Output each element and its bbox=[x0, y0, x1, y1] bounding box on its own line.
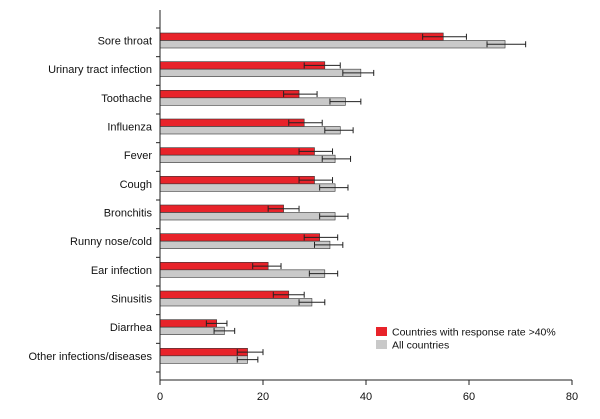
x-tick-label-1: 20 bbox=[257, 391, 269, 403]
category-label-2: Toothache bbox=[101, 93, 152, 105]
category-label-6: Bronchitis bbox=[104, 208, 153, 220]
bars-layer bbox=[159, 32, 506, 364]
bar-red-7 bbox=[159, 233, 320, 242]
category-label-5: Cough bbox=[120, 179, 152, 191]
bar-red-2 bbox=[159, 90, 300, 99]
category-label-7: Runny nose/cold bbox=[70, 236, 152, 248]
bar-gray-8 bbox=[159, 269, 326, 278]
bar-gray-5 bbox=[159, 183, 336, 192]
x-tick-label-2: 40 bbox=[360, 391, 372, 403]
legend-label-red: Countries with response rate >40% bbox=[392, 327, 556, 339]
bar-gray-3 bbox=[159, 126, 341, 135]
legend: Countries with response rate >40% All co… bbox=[376, 327, 556, 352]
x-tick-label-3: 60 bbox=[463, 391, 475, 403]
x-tick-label-4: 80 bbox=[566, 391, 578, 403]
category-label-1: Urinary tract infection bbox=[48, 64, 152, 76]
bar-gray-6 bbox=[159, 212, 336, 221]
category-label-3: Influenza bbox=[107, 122, 153, 134]
legend-label-gray: All countries bbox=[392, 340, 449, 352]
bar-gray-7 bbox=[159, 240, 331, 249]
bar-red-9 bbox=[159, 290, 290, 299]
category-label-11: Other infections/diseases bbox=[28, 351, 152, 363]
bar-red-3 bbox=[159, 118, 305, 127]
category-label-0: Sore throat bbox=[98, 36, 152, 48]
category-labels-layer: Sore throat Urinary tract infection Tootha… bbox=[28, 36, 152, 363]
bar-gray-9 bbox=[159, 298, 313, 307]
category-label-4: Fever bbox=[124, 150, 152, 162]
x-ticks-layer: 0 20 40 60 80 bbox=[156, 27, 578, 403]
category-label-10: Diarrhea bbox=[110, 322, 153, 334]
legend-swatch-gray bbox=[376, 340, 387, 349]
error-bars-layer bbox=[205, 33, 527, 363]
bar-red-0 bbox=[159, 32, 444, 41]
bar-red-1 bbox=[159, 61, 326, 70]
legend-swatch-red bbox=[376, 327, 387, 336]
bar-red-8 bbox=[159, 262, 269, 271]
bar-gray-11 bbox=[159, 355, 248, 364]
category-label-9: Sinusitis bbox=[111, 294, 152, 306]
category-label-8: Ear infection bbox=[91, 265, 152, 277]
bar-red-5 bbox=[159, 176, 315, 185]
bar-red-6 bbox=[159, 204, 284, 213]
bar-gray-0 bbox=[159, 40, 506, 49]
bar-red-11 bbox=[159, 348, 248, 357]
bar-red-4 bbox=[159, 147, 315, 156]
bar-gray-4 bbox=[159, 154, 336, 163]
bar-gray-2 bbox=[159, 97, 346, 106]
x-tick-label-0: 0 bbox=[157, 391, 163, 403]
bar-gray-1 bbox=[159, 68, 362, 77]
